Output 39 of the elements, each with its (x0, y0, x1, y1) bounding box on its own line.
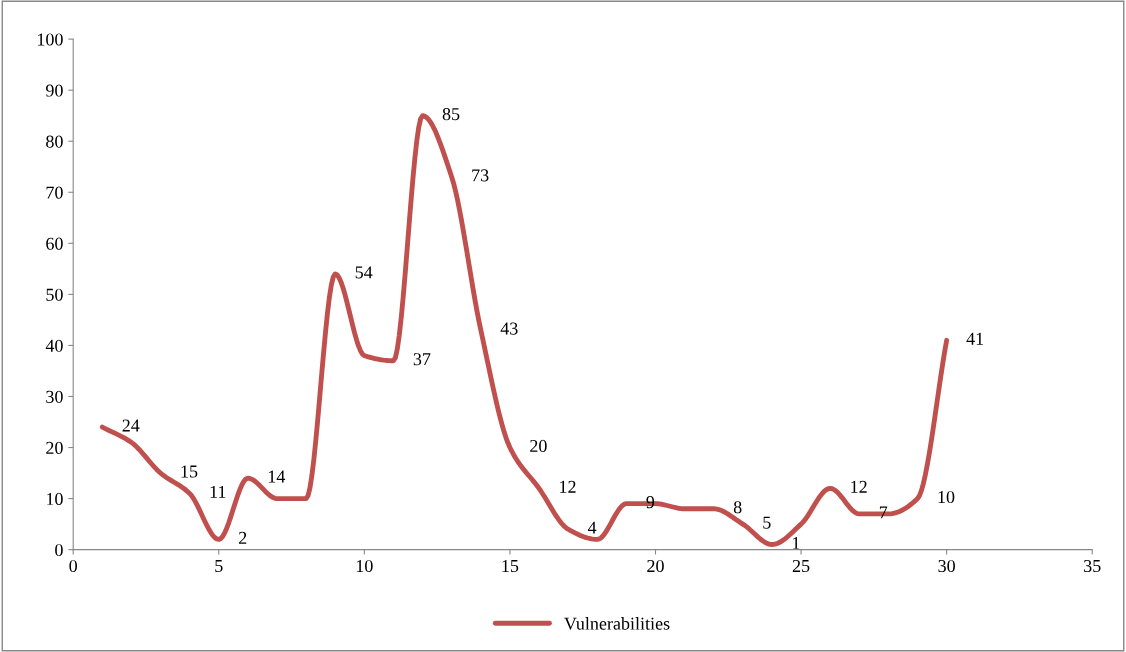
legend-label: Vulnerabilities (564, 617, 670, 630)
data-label: 12 (560, 480, 576, 493)
y-tick-label: 10 (47, 492, 63, 506)
data-label: 41 (966, 332, 984, 345)
data-label: 73 (472, 169, 489, 182)
y-tick-label: 100 (37, 33, 63, 46)
data-label: 85 (442, 108, 460, 121)
x-tick-label: 30 (938, 559, 955, 573)
y-tick-label: 90 (45, 84, 63, 97)
data-label: 14 (268, 470, 286, 483)
y-tick-label: 50 (46, 288, 63, 301)
y-tick-label: 40 (45, 339, 63, 352)
data-label: 15 (181, 465, 198, 478)
data-label: 37 (413, 353, 431, 366)
data-label: 5 (763, 516, 771, 529)
data-label: 54 (355, 266, 373, 279)
x-tick-label: 10 (356, 559, 373, 573)
y-tick-label: 0 (55, 543, 63, 557)
y-tick-label: 20 (46, 441, 63, 454)
x-tick-label: 25 (792, 559, 810, 573)
y-tick-label: 60 (46, 237, 63, 250)
x-tick-label: 5 (215, 560, 223, 573)
y-tick-label: 80 (46, 135, 63, 148)
x-tick-label: 20 (647, 559, 664, 573)
data-label: 2 (239, 531, 247, 544)
data-label: 10 (938, 490, 955, 504)
x-tick-label: 15 (502, 559, 519, 573)
y-tick-label: 30 (46, 390, 63, 403)
data-label: 20 (530, 439, 547, 453)
data-label: 43 (500, 322, 518, 335)
x-tick-label: 35 (1084, 559, 1101, 573)
data-label: 1 (792, 536, 800, 549)
data-label: 12 (851, 480, 867, 493)
data-label: 4 (587, 521, 597, 534)
data-label: 8 (733, 501, 742, 514)
y-tick-label: 70 (46, 186, 63, 199)
data-label: 24 (122, 419, 140, 432)
x-tick-label: 0 (69, 559, 78, 573)
data-label: 11 (210, 485, 226, 498)
